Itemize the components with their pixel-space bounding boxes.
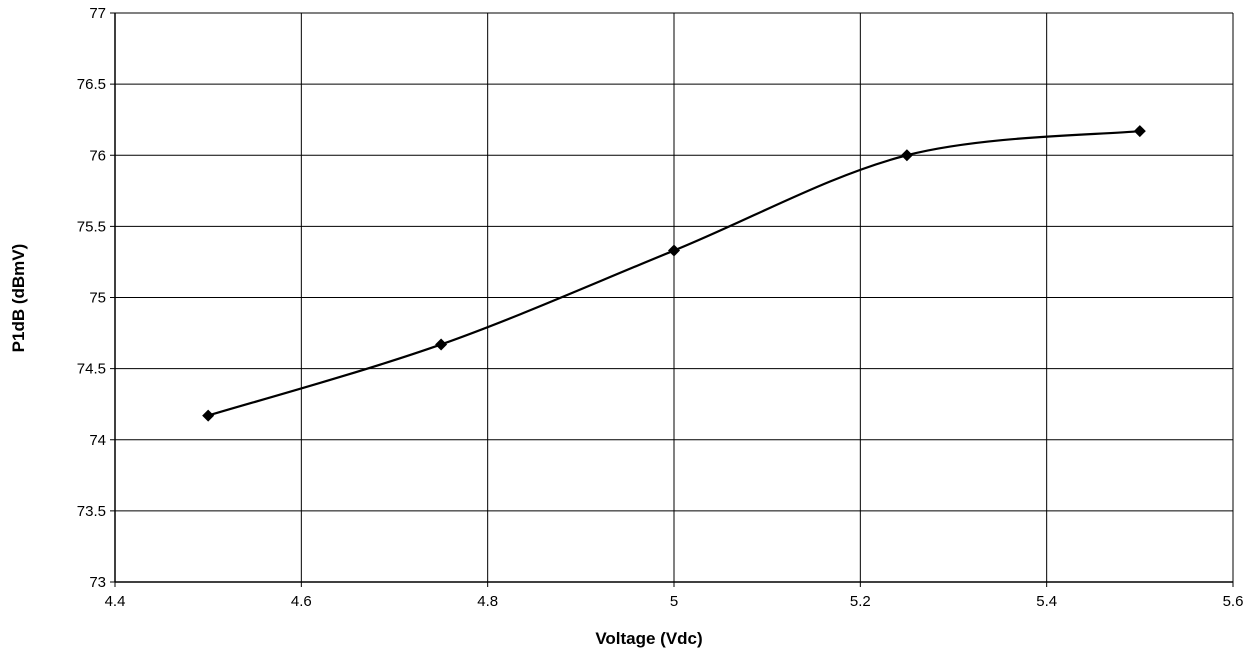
axes xyxy=(110,12,1234,587)
y-tick-label: 74.5 xyxy=(77,361,106,378)
y-tick-label: 74 xyxy=(89,432,106,449)
x-tick-label: 4.8 xyxy=(477,593,498,610)
y-tick-label: 76 xyxy=(89,147,106,164)
data-point-marker xyxy=(668,244,680,257)
x-tick-label: 4.6 xyxy=(291,593,312,610)
x-tick-label: 5.6 xyxy=(1223,593,1244,610)
y-tick-label: 75 xyxy=(89,290,106,307)
x-tick-label: 5 xyxy=(670,593,678,610)
y-tick-labels: 73 73.5 74 74.5 75 75.5 76 76.5 77 xyxy=(77,5,106,591)
series-layer xyxy=(202,125,1146,422)
x-tick-label: 5.4 xyxy=(1036,593,1057,610)
data-point-marker xyxy=(1133,125,1146,138)
data-point-marker xyxy=(202,409,215,422)
y-tick-label: 73 xyxy=(89,574,106,591)
y-tick-label: 76.5 xyxy=(77,76,106,93)
data-point-marker xyxy=(900,149,913,162)
grid-lines xyxy=(115,12,1234,582)
y-axis-title: P1dB (dBmV) xyxy=(9,244,28,353)
y-tick-label: 73.5 xyxy=(77,503,106,520)
x-tick-label: 4.4 xyxy=(105,593,126,610)
y-tick-label: 77 xyxy=(89,5,106,22)
x-tick-labels: 4.4 4.6 4.8 5 5.2 5.4 5.6 xyxy=(105,593,1244,610)
y-tick-label: 75.5 xyxy=(77,218,106,235)
x-tick-label: 5.2 xyxy=(850,593,871,610)
x-axis-title: Voltage (Vdc) xyxy=(595,629,702,648)
data-point-marker xyxy=(435,338,448,351)
